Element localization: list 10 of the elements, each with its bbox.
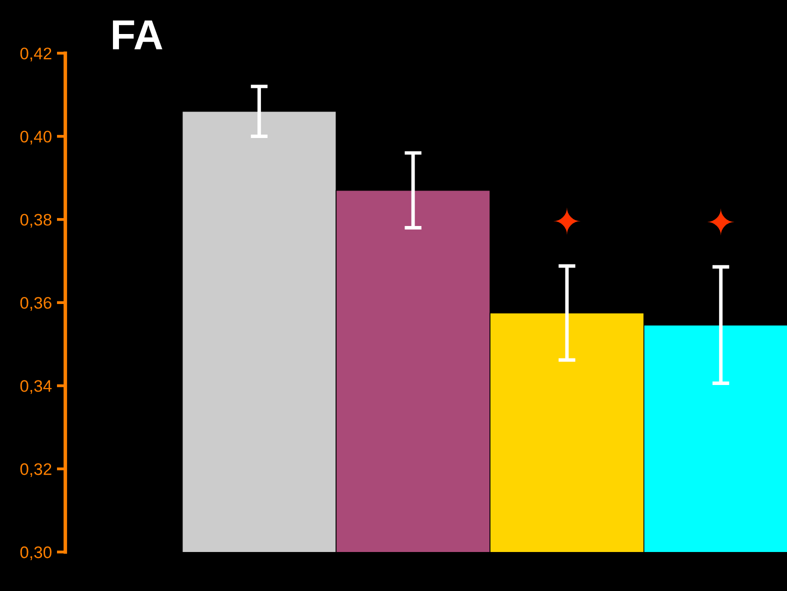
data-label: ✦ (553, 207, 581, 235)
y-tick-label: 0,38 (20, 214, 52, 228)
y-tick-label: 0,34 (20, 380, 52, 394)
y-tick-label: 0,32 (20, 463, 52, 478)
y-tick-label: 0,40 (20, 130, 52, 144)
y-tick-label: 0,30 (20, 546, 52, 560)
y-tick-label: 0,42 (20, 48, 52, 62)
data-label: ✦ (707, 208, 734, 236)
y-tick-label: 0,36 (20, 296, 52, 311)
chart-title: FA (112, 20, 162, 50)
